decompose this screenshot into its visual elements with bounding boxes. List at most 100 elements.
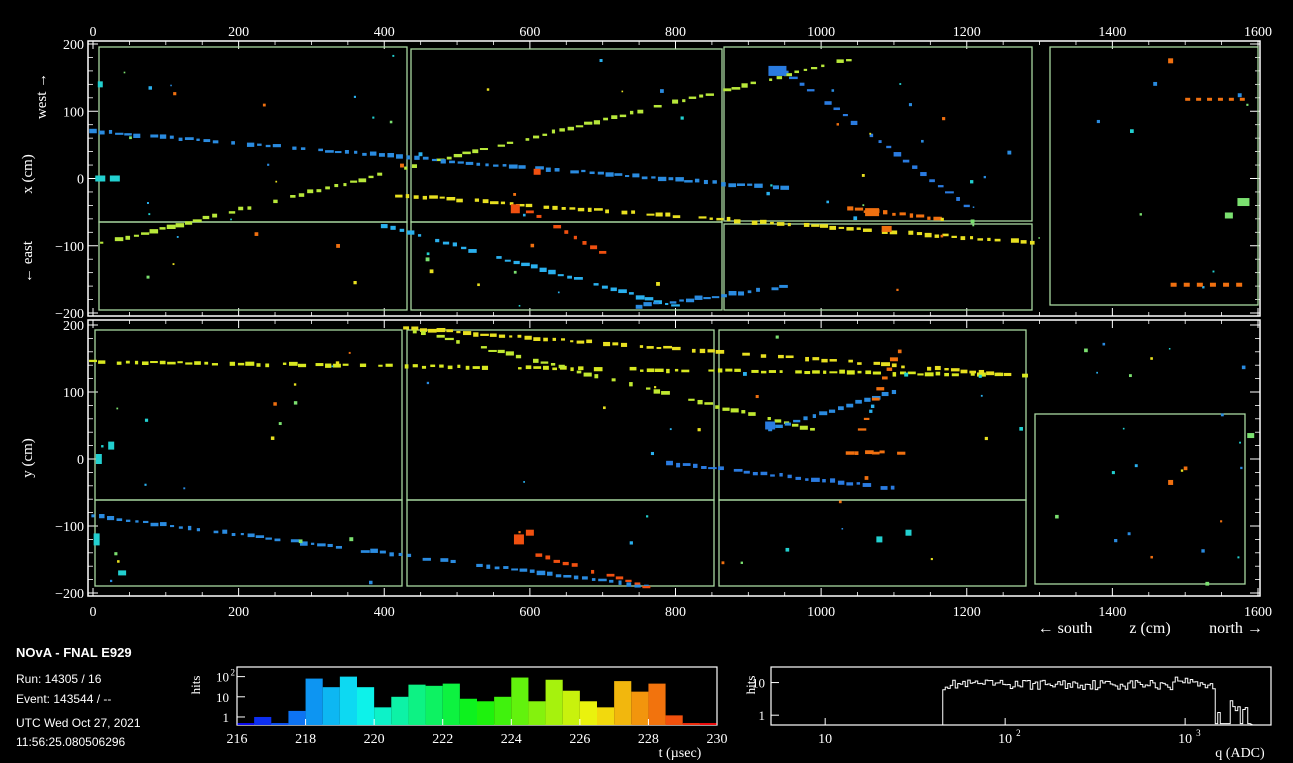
hit-mark [615,576,624,580]
hit-mark [516,203,525,207]
hit-mark [202,215,210,220]
time-hist-bar [597,707,615,725]
noise-hit [646,515,649,518]
hit-cluster [1237,198,1250,207]
hit-mark [407,553,412,558]
noise-hit [1111,471,1115,475]
noise-hit [1246,103,1249,106]
hit-mark [524,335,532,340]
hit-mark [646,368,655,373]
hit-mark [605,172,614,177]
hit-mark [672,99,679,104]
hit-mark [976,372,986,377]
hit-mark [231,141,235,145]
hit-mark [787,222,791,227]
hit-mark [343,183,347,187]
noise-hit [599,59,603,63]
hit-mark [546,571,553,576]
hit-mark [917,373,924,376]
hit-mark [892,372,897,377]
hit-mark [668,177,674,181]
charge-y-tick: 1 [759,708,766,723]
noise-hit [755,394,759,399]
hit-mark [803,68,808,71]
noise-hit [1202,286,1205,289]
hit-cluster [513,534,524,545]
hit-mark [902,159,910,163]
charge-histogram: 10 10 2 10 3 10 1 hits q (ADC) [743,666,1272,761]
hit-mark [694,295,703,300]
noise-hit [400,163,404,168]
hit-mark [456,330,461,334]
hit-mark [701,466,707,469]
hit-mark [676,462,681,468]
hit-mark [245,361,255,366]
hit-mark [736,183,746,187]
hit-mark [307,189,314,194]
hit-mark [685,298,695,303]
hit-mark [310,542,315,545]
hit-mark [462,151,471,155]
hit-mark [222,529,228,534]
hit-mark [829,359,837,362]
hit-mark [298,363,307,368]
hit-cluster [93,533,100,546]
hit-mark [440,159,446,164]
noise-hit [173,92,177,96]
noise-hit [336,244,340,248]
hit-mark [536,214,542,218]
hit-mark [847,206,854,211]
hit-mark [404,364,409,369]
hit-mark [747,290,752,294]
hit-mark [803,222,810,227]
noise-hit [278,422,282,426]
hit-mark [149,229,159,234]
hit-mark [554,168,560,172]
noise-hit [353,95,356,98]
hit-mark [754,183,763,188]
time-hist-bar [477,701,495,725]
hit-mark [518,367,522,370]
hit-mark [603,117,609,121]
hit-mark [1209,282,1216,287]
hit-mark [803,416,808,421]
noise-hit [270,436,275,440]
hit-mark [656,346,662,350]
hit-mark [298,193,305,197]
hit-mark [177,361,183,364]
hit-mark [672,346,681,351]
hit-mark [691,348,696,353]
hit-mark [489,333,497,337]
hit-mark [743,470,750,474]
hit-mark [581,576,588,580]
noise-hit [183,487,186,490]
hit-mark [525,138,530,141]
hit-mark [634,582,641,585]
hit-mark [315,363,324,367]
hit-cluster [768,65,787,76]
hit-mark [265,363,270,368]
hit-mark [525,365,532,370]
hit-mark [837,480,845,485]
hit-mark [799,82,805,86]
hit-mark [942,233,949,237]
hit-mark [465,161,474,165]
hit-mark [734,368,741,372]
hit-mark [450,559,456,564]
hit-mark [705,93,714,96]
hit-mark [857,370,862,374]
hit-mark [552,205,558,210]
hit-mark [880,486,888,490]
side-view-xlabel-z: z (cm) [1129,620,1170,637]
noise-hit [770,184,773,187]
time-hist-bar [357,687,375,725]
hit-mark [838,226,845,229]
hit-mark [342,363,349,366]
hit-mark [726,216,731,222]
hit-mark [646,213,655,216]
hit-mark [1217,97,1223,101]
hit-mark [752,471,758,476]
time-hist-bar [614,681,632,725]
time-hist-bar [528,701,546,725]
